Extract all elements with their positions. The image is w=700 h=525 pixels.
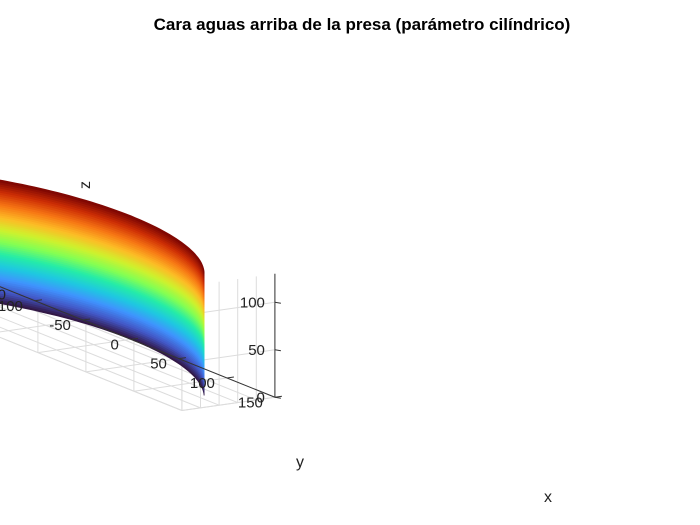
tick-labels: 050100-150-100-50050100150-180-160-140-1… <box>0 286 265 411</box>
y-tick-label: 0 <box>111 336 119 353</box>
y-tick <box>226 376 234 379</box>
y-tick-label: 150 <box>238 394 263 411</box>
y-tick-label: 50 <box>150 356 167 373</box>
chart-title: Cara aguas arriba de la presa (parámetro… <box>154 15 571 34</box>
grid-line <box>37 338 131 354</box>
z-tick <box>274 349 281 352</box>
y-axis-label: y <box>296 454 304 471</box>
y-tick <box>82 318 90 321</box>
y-tick <box>34 299 42 302</box>
x-tick-label: -180 <box>0 286 6 303</box>
grid-line <box>133 377 227 392</box>
z-tick <box>274 301 281 304</box>
grid-line <box>0 319 83 333</box>
x-axis-label: x <box>544 489 552 506</box>
surface-plot <box>0 179 205 396</box>
z-axis-label: z <box>77 181 94 189</box>
grid-line <box>85 358 179 373</box>
y-tick <box>274 395 282 398</box>
z-tick-label: 100 <box>240 294 265 311</box>
grid-line <box>181 396 275 411</box>
y-tick <box>130 337 138 340</box>
y-tick-label: -50 <box>49 317 71 334</box>
axes <box>0 273 282 399</box>
z-tick-label: 0 <box>257 389 265 406</box>
y-tick-label: -100 <box>0 298 23 315</box>
y-tick <box>178 357 186 360</box>
z-tick-label: 50 <box>248 342 265 359</box>
surface-band <box>0 179 205 275</box>
y-tick-label: 100 <box>190 375 215 392</box>
